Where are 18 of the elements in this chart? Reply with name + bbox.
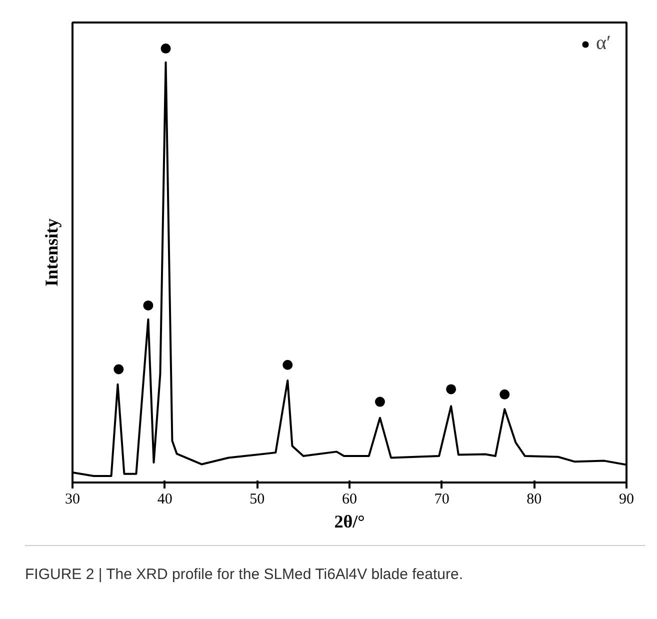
x-tick-label: 90	[619, 492, 634, 508]
point	[114, 364, 124, 374]
y-axis-title: Intensity	[42, 218, 62, 287]
point	[374, 396, 385, 407]
point	[143, 300, 154, 310]
x-tick-label: 70	[434, 492, 450, 508]
x-axis-title: 2θ/°	[334, 512, 365, 532]
x-tick-label: 80	[526, 492, 542, 508]
x-tick-label: 60	[342, 492, 357, 508]
point	[282, 360, 293, 370]
point	[446, 384, 456, 394]
point	[500, 389, 510, 400]
x-tick-label: 30	[65, 492, 80, 508]
caption: FIGURE 2 | The XRD profile for the SLMed Ti6Al4V blade feature.	[25, 545, 645, 586]
legend-label: α′	[596, 32, 612, 55]
point	[160, 44, 171, 54]
x-tick-label: 50	[250, 492, 265, 508]
x-tick-label: 40	[157, 492, 172, 508]
